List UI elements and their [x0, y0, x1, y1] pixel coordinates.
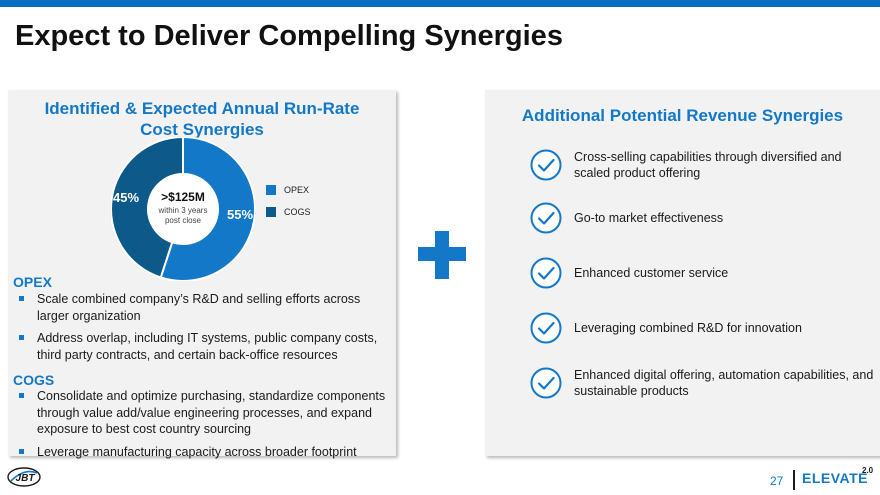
check-circle-icon	[530, 312, 562, 344]
donut-center-caption-line1: within 3 years	[158, 206, 208, 215]
legend-swatch-opex	[266, 185, 276, 195]
revenue-synergy-item: Leveraging combined R&D for innovation	[530, 312, 875, 344]
cogs-section-heading: COGS	[13, 372, 55, 388]
opex-section-heading: OPEX	[13, 274, 52, 290]
donut-hole	[148, 174, 218, 244]
legend-label-opex: OPEX	[284, 185, 310, 195]
legend-label-cogs: COGS	[284, 207, 311, 217]
cost-synergies-heading-line1: Identified & Expected Annual Run-Rate	[44, 99, 360, 118]
revenue-synergy-item: Enhanced customer service	[530, 257, 875, 289]
check-circle-icon	[530, 202, 562, 234]
footer-divider	[793, 470, 795, 490]
revenue-synergy-text: Enhanced digital offering, automation ca…	[574, 368, 874, 398]
elevate-brand: ELEVATE	[802, 470, 868, 486]
cost-synergies-heading: Identified & Expected Annual Run-Rate Co…	[8, 98, 396, 140]
cost-synergies-donut-chart: >$125M within 3 years post close 55% 45%	[111, 137, 255, 281]
jbt-logo: JBT	[7, 467, 41, 487]
opex-bullet: Address overlap, including IT systems, p…	[13, 330, 388, 363]
slice-label-opex: 55%	[227, 207, 253, 222]
check-circle-icon	[530, 367, 562, 399]
donut-center-caption-line2: post close	[165, 216, 202, 225]
top-accent-bar	[0, 0, 880, 7]
page-number: 27	[770, 474, 784, 488]
legend-item-cogs: COGS	[266, 207, 311, 217]
opex-bullet: Scale combined company’s R&D and selling…	[13, 291, 388, 324]
page-title: Expect to Deliver Compelling Synergies	[15, 20, 563, 52]
check-circle-icon	[530, 257, 562, 289]
cost-synergies-panel: Identified & Expected Annual Run-Rate Co…	[8, 90, 396, 459]
plus-icon	[418, 231, 466, 279]
check-circle-icon	[530, 149, 562, 181]
elevate-brand-superscript: 2.0	[862, 466, 874, 475]
jbt-logo-text: JBT	[16, 473, 36, 484]
opex-bullet-list: Scale combined company’s R&D and selling…	[13, 291, 388, 369]
donut-center-value: >$125M	[161, 190, 205, 204]
revenue-synergy-text: Go-to market effectiveness	[574, 211, 724, 225]
revenue-synergy-text: Leveraging combined R&D for innovation	[574, 321, 802, 335]
revenue-synergies-heading: Additional Potential Revenue Synergies	[521, 106, 844, 125]
legend-item-opex: OPEX	[266, 185, 309, 195]
cost-synergies-heading-line2: Cost Synergies	[140, 120, 264, 139]
revenue-synergy-item: Cross-selling capabilities through diver…	[530, 149, 875, 181]
revenue-synergy-item: Go-to market effectiveness	[530, 202, 875, 234]
revenue-synergy-text: Enhanced customer service	[574, 266, 729, 280]
revenue-synergies-panel: Additional Potential Revenue Synergies C…	[485, 90, 880, 456]
cogs-bullet: Consolidate and optimize purchasing, sta…	[13, 388, 388, 438]
cogs-bullet: Leverage manufacturing capacity across b…	[13, 444, 388, 461]
revenue-synergy-text: Cross-selling capabilities through diver…	[574, 150, 842, 180]
cogs-bullet-list: Consolidate and optimize purchasing, sta…	[13, 388, 388, 466]
legend-swatch-cogs	[266, 207, 276, 217]
slice-label-cogs: 45%	[113, 190, 139, 205]
revenue-synergy-item: Enhanced digital offering, automation ca…	[530, 367, 875, 399]
